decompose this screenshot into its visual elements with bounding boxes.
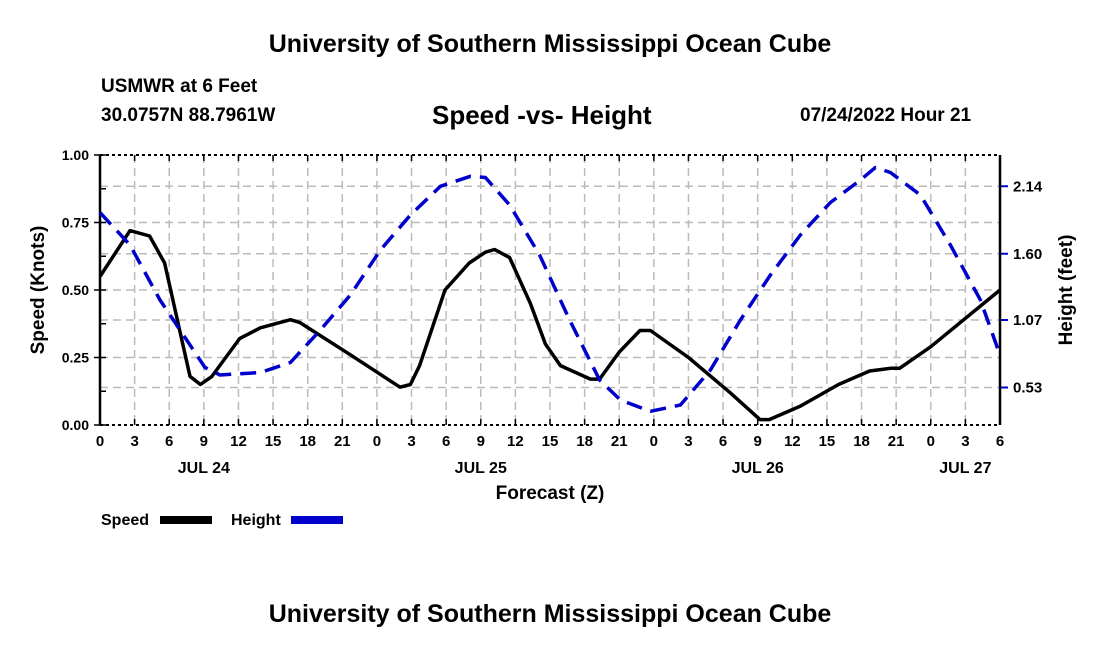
x-tick-label: 12 [230, 433, 247, 450]
date-label: JUL 25 [455, 460, 507, 477]
y2-tick-label: 1.07 [1013, 312, 1042, 329]
x-tick-label: 15 [819, 433, 836, 450]
x-tick-label: 6 [719, 433, 727, 450]
y-axis-title: Speed (Knots) [28, 226, 49, 355]
x-tick-label: 3 [961, 433, 969, 450]
x-tick-label: 0 [96, 433, 104, 450]
legend-height-label: Height [231, 512, 281, 529]
x-tick-label: 3 [130, 433, 138, 450]
y-tick-label: 0.00 [62, 417, 89, 433]
footer-title: University of Southern Mississippi Ocean… [268, 600, 832, 628]
legend-speed-swatch [160, 516, 212, 524]
date-label: JUL 26 [732, 460, 784, 477]
date-label: JUL 27 [939, 460, 991, 477]
x-tick-label: 12 [507, 433, 524, 450]
x-tick-label: 15 [265, 433, 282, 450]
y2-axis-title: Height (feet) [1056, 235, 1077, 346]
x-tick-label: 18 [853, 433, 870, 450]
axis-labels: 0 3 6 9 12 15 18 21 0 3 6 9 12 15 18 21 0 3 6 9 12 15 18 21 0 3 6 0… [28, 147, 1077, 504]
legend-speed-label: Speed [101, 512, 149, 529]
height-line [98, 165, 1002, 414]
y2-tick-label: 0.53 [1013, 380, 1042, 397]
series [98, 165, 1002, 422]
y2-tick-label: 2.14 [1013, 178, 1043, 195]
speed-line [98, 228, 1002, 422]
y-tick-label: 0.25 [62, 350, 89, 366]
x-tick-label: 18 [299, 433, 316, 450]
x-tick-label: 18 [576, 433, 593, 450]
x-axis-title: Forecast (Z) [496, 483, 605, 504]
legend: Speed Height [101, 512, 343, 529]
x-tick-label: 9 [200, 433, 208, 450]
x-tick-label: 9 [754, 433, 762, 450]
legend-height-swatch [291, 516, 343, 524]
x-tick-label: 0 [927, 433, 935, 450]
coordinates-label: 30.0757N 88.7961W [101, 105, 276, 126]
x-tick-label: 0 [650, 433, 658, 450]
x-tick-label: 0 [373, 433, 381, 450]
x-tick-label: 6 [442, 433, 450, 450]
y-tick-label: 0.75 [62, 215, 89, 231]
x-tick-label: 3 [684, 433, 692, 450]
grid [100, 155, 1000, 425]
page-title: University of Southern Mississippi Ocean… [268, 30, 832, 58]
datetime-label: 07/24/2022 Hour 21 [800, 105, 972, 126]
chart-title: Speed -vs- Height [432, 100, 652, 130]
x-tick-label: 6 [165, 433, 173, 450]
x-tick-label: 21 [888, 433, 905, 450]
y-tick-label: 0.50 [62, 282, 89, 298]
x-tick-label: 6 [996, 433, 1004, 450]
x-tick-label: 9 [477, 433, 485, 450]
y2-tick-label: 1.60 [1013, 246, 1042, 263]
x-tick-label: 15 [542, 433, 559, 450]
x-tick-label: 12 [784, 433, 801, 450]
x-tick-label: 21 [334, 433, 351, 450]
date-label: JUL 24 [178, 460, 230, 477]
y-tick-label: 1.00 [62, 147, 89, 163]
x-tick-label: 21 [611, 433, 628, 450]
x-tick-label: 3 [407, 433, 415, 450]
station-label: USMWR at 6 Feet [101, 76, 258, 97]
